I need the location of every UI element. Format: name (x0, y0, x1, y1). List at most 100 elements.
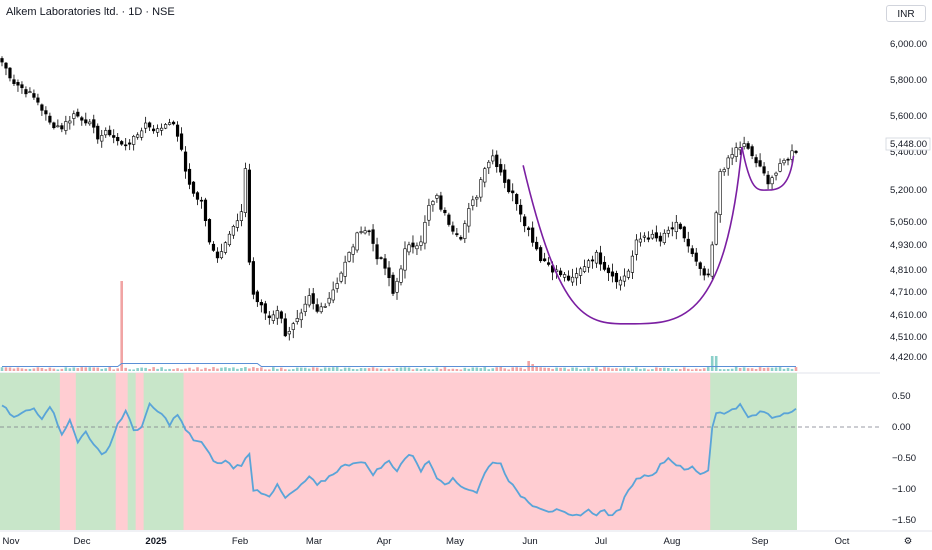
candle (124, 144, 128, 147)
price-tick-label: 4,930.00 (890, 240, 927, 251)
candle (179, 133, 184, 150)
volume-bar (702, 368, 706, 371)
candle (247, 169, 251, 263)
candle (12, 79, 16, 84)
price-tick-label: 4,710.00 (890, 287, 927, 298)
volume-bar (335, 367, 339, 371)
candle (16, 82, 20, 86)
candle (375, 244, 379, 260)
volume-bar (475, 367, 479, 371)
volume-bar (587, 367, 590, 371)
volume-bar (734, 367, 738, 371)
candle (187, 168, 192, 185)
volume-bar (778, 367, 782, 371)
volume-pane (0, 281, 880, 374)
volume-bar (535, 366, 538, 371)
candle (782, 159, 786, 164)
volume-bar (722, 369, 726, 371)
candle (295, 318, 299, 322)
candle (275, 310, 279, 319)
volume-bar (116, 368, 120, 371)
volume-bar (148, 369, 151, 371)
current-price-marker (885, 137, 931, 151)
volume-bar (471, 367, 475, 371)
volume-bar (579, 369, 582, 371)
candle (574, 273, 579, 279)
volume-bar (32, 368, 36, 371)
candle (690, 248, 694, 255)
candle (582, 266, 587, 272)
candle (399, 268, 403, 283)
volume-bar (667, 368, 670, 371)
volume-bar (128, 369, 131, 371)
volume-bar (742, 367, 746, 371)
volume-bar (659, 368, 662, 371)
candle (435, 195, 439, 199)
candle (455, 233, 459, 236)
candle (227, 233, 232, 246)
oscillator-pane[interactable] (0, 373, 880, 530)
candle (211, 243, 216, 251)
candle (359, 231, 363, 233)
volume-bar (698, 369, 702, 371)
volume-bar (16, 367, 20, 371)
time-tick-label: Oct (835, 536, 850, 547)
candle (68, 120, 72, 124)
candle (159, 127, 164, 131)
volume-bar (387, 368, 391, 371)
oscillator-tick-label: −1.00 (892, 484, 916, 495)
candle (746, 143, 750, 149)
volume-bar (655, 367, 658, 371)
candle (622, 275, 627, 282)
volume-bar (20, 368, 24, 371)
oscillator-zone-negative (183, 373, 715, 530)
candle (762, 166, 766, 174)
candle (239, 211, 243, 221)
candle (594, 251, 599, 264)
oscillator-tick-label: −1.50 (892, 515, 916, 526)
volume-bar (491, 368, 495, 371)
oscillator-axis: 0.50 0.00 −0.50 −1.00 −1.50 (892, 391, 916, 526)
volume-bar (260, 367, 263, 371)
volume-bar (730, 368, 734, 371)
oscillator-tick-label: 0.50 (892, 391, 911, 402)
volume-bar (639, 368, 642, 371)
axis-settings-icon[interactable]: ⚙ (904, 536, 913, 547)
volume-bar (188, 367, 191, 371)
volume-bar (726, 369, 730, 371)
candle (152, 128, 156, 132)
price-pane[interactable] (0, 56, 798, 341)
currency-button[interactable]: INR (886, 5, 926, 22)
candle (140, 130, 144, 138)
volume-bar (48, 367, 52, 371)
volume-bar (463, 367, 467, 371)
candle (367, 230, 371, 233)
candle (339, 272, 343, 282)
volume-bar (559, 367, 562, 371)
volume-bar (611, 368, 614, 371)
volume-bar (108, 367, 112, 371)
volume-bar (499, 367, 503, 371)
volume-bar (124, 367, 127, 371)
volume-bar (615, 368, 618, 371)
candle (88, 121, 92, 125)
candle (447, 214, 451, 225)
volume-bar (607, 367, 610, 371)
volume-bar (112, 369, 116, 371)
candle (287, 331, 291, 335)
candle (112, 135, 116, 138)
price-tick-label: 4,610.00 (890, 310, 927, 321)
candle (303, 303, 307, 312)
candle (156, 128, 160, 133)
volume-bar (184, 368, 187, 371)
candle (618, 279, 623, 286)
candle (383, 258, 387, 269)
candle (235, 220, 240, 228)
volume-bar (327, 367, 331, 371)
candle (423, 222, 427, 244)
volume-bar (196, 367, 199, 371)
candle (654, 232, 658, 239)
candle (255, 291, 259, 303)
volume-bar (591, 368, 594, 371)
